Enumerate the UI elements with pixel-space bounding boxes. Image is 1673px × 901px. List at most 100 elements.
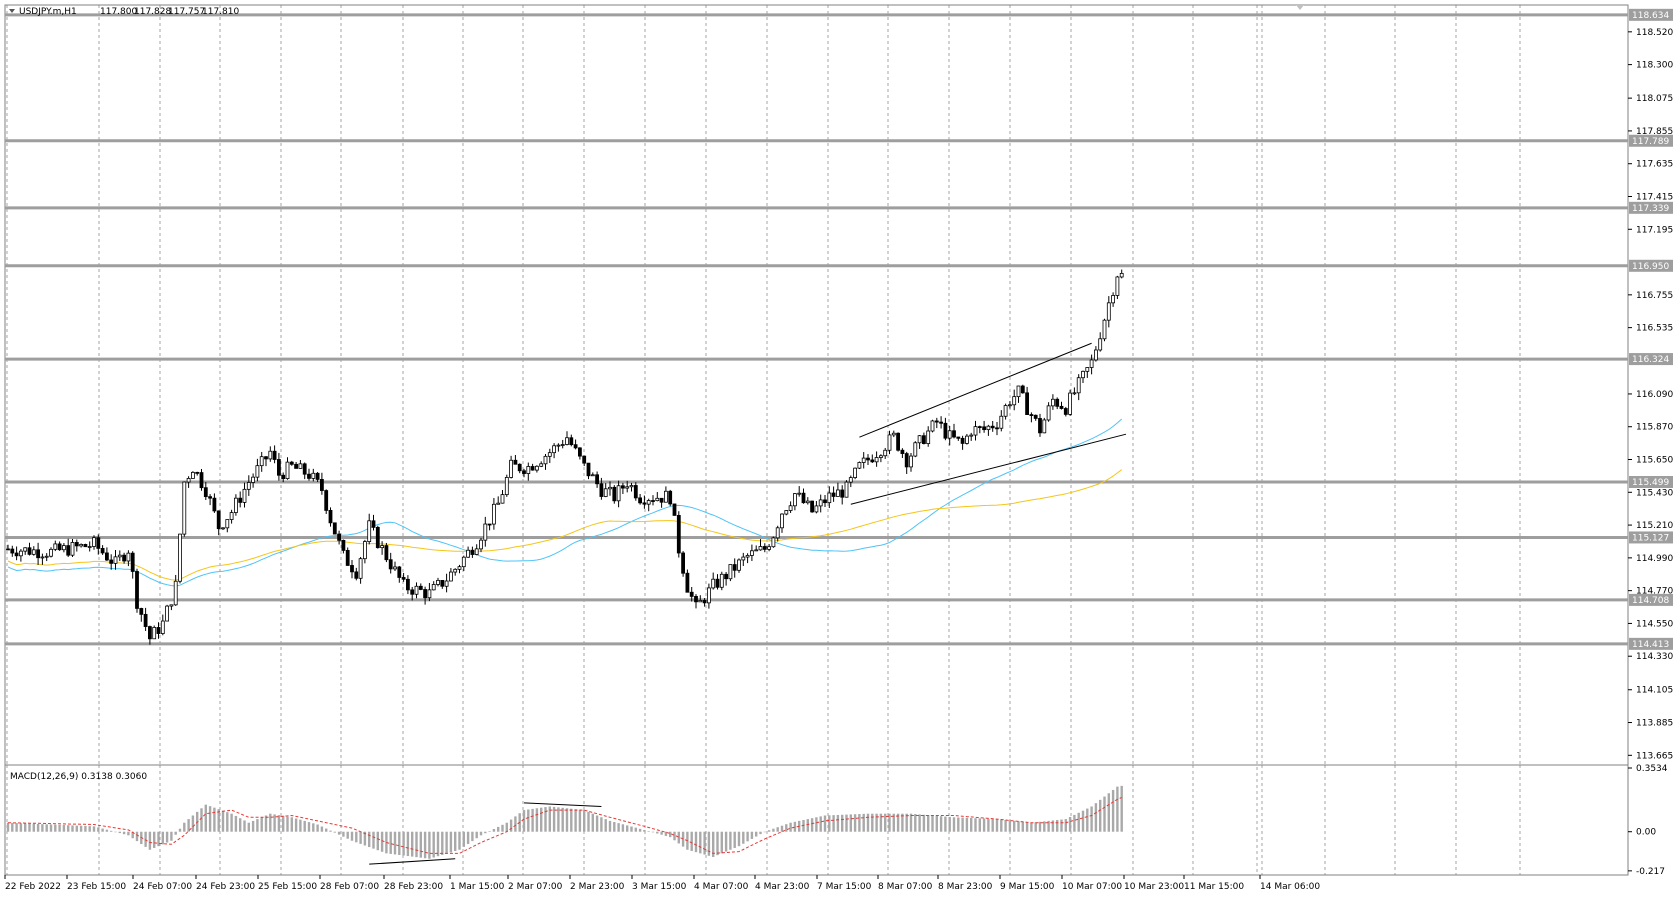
macd-histogram-bar (153, 831, 156, 848)
collapse-triangle-icon[interactable] (9, 9, 15, 13)
candles (6, 269, 1124, 645)
macd-histogram-bar (471, 831, 474, 842)
candle-body (1081, 370, 1085, 379)
candle-body (543, 455, 548, 465)
macd-histogram-bar (638, 828, 642, 832)
candle-body (917, 435, 922, 444)
macd-histogram-bar (217, 809, 220, 832)
macd-histogram-bar (677, 831, 680, 844)
macd-histogram-bar (45, 824, 48, 832)
candle-body (999, 415, 1004, 429)
macd-histogram-bar (174, 831, 177, 835)
candle-body (268, 450, 273, 460)
ohlc-low: 117.757 (168, 7, 205, 17)
macd-histogram-bar (531, 808, 534, 832)
candle-body (40, 556, 45, 559)
macd-histogram-bar (785, 824, 788, 832)
candle-body (711, 578, 716, 589)
level-label: 116.324 (1632, 355, 1669, 365)
candle-body (651, 500, 655, 502)
macd-histogram-bar (325, 828, 328, 832)
macd-histogram-bar (337, 831, 341, 835)
macd-histogram-bar (191, 815, 195, 832)
candle-body (707, 587, 711, 604)
level-label-box (1629, 134, 1673, 147)
level-label-box (1629, 476, 1673, 489)
macd-histogram-bar (441, 831, 444, 855)
shift-marker-icon[interactable] (1296, 5, 1304, 10)
candle-body (113, 556, 118, 564)
macd-histogram-bar (819, 816, 822, 832)
candle-body (436, 579, 440, 585)
macd-histogram-bar (462, 831, 465, 847)
macd-histogram-bar (707, 831, 711, 856)
candle-body (741, 556, 746, 561)
macd-histogram-bar (772, 828, 775, 832)
ohlc-close: 117.810 (202, 7, 239, 17)
time-tick-label: 9 Mar 15:00 (1000, 882, 1055, 892)
macd-histogram-bar (630, 826, 633, 832)
candle-body (573, 444, 578, 449)
candle-body (216, 510, 221, 530)
candle-body (285, 461, 290, 480)
candle-body (689, 591, 694, 597)
candle-body (1115, 276, 1120, 296)
candle-body (79, 544, 83, 547)
candle-body (384, 545, 389, 561)
candle-body (943, 422, 948, 439)
macd-histogram-bar (957, 817, 960, 832)
macd-histogram-bar (832, 815, 835, 832)
candle-body (556, 444, 561, 447)
candle-body (83, 544, 88, 548)
price-tick-label: 115.650 (1636, 456, 1673, 466)
macd-histogram-bar (1120, 785, 1123, 832)
candle-body (676, 515, 681, 554)
candle-body (272, 450, 277, 460)
macd-histogram-bar (41, 824, 44, 832)
candle-body (466, 549, 471, 558)
macd-histogram-bar (208, 806, 212, 832)
macd-histogram-bar (591, 813, 594, 832)
candle-body (698, 600, 703, 603)
candle-body (23, 547, 28, 552)
macd-histogram-bar (363, 831, 367, 846)
macd-histogram-bar (36, 823, 40, 832)
candle-body (750, 550, 754, 556)
macd-histogram-bar (673, 831, 676, 841)
candle-body (405, 578, 410, 591)
candle-body (44, 555, 49, 558)
macd-histogram-bar (230, 813, 233, 832)
time-tick-label: 22 Feb 2022 (5, 882, 61, 892)
macd-histogram-bar (380, 831, 384, 852)
candle-body (504, 477, 509, 496)
candle-body (337, 533, 342, 541)
macd-histogram-bar (419, 831, 422, 858)
macd-histogram-bar (432, 831, 435, 858)
candle-body (307, 473, 311, 479)
candle-body (341, 539, 346, 551)
candle-body (1063, 408, 1068, 415)
price-tick-label: 117.415 (1636, 192, 1673, 202)
candle-body (195, 471, 200, 474)
candle-body (259, 456, 264, 467)
candle-body (986, 425, 991, 431)
candle-body (367, 520, 372, 542)
candle-body (818, 499, 823, 507)
candle-body (612, 486, 617, 502)
level-label-box (1629, 637, 1673, 650)
macd-histogram-bar (608, 820, 612, 832)
macd-histogram-bar (19, 823, 23, 832)
candle-body (1038, 418, 1042, 434)
macd-histogram-bar (32, 823, 35, 832)
macd-histogram-bar (127, 831, 130, 836)
time-tick-label: 11 Mar 15:00 (1184, 882, 1244, 892)
macd-histogram-bar (690, 831, 693, 851)
level-label: 114.708 (1632, 596, 1669, 606)
macd-histogram-bar (28, 823, 31, 832)
macd-histogram-bar (406, 831, 410, 857)
macd-histogram-bar (737, 831, 741, 847)
macd-histogram-bar (54, 824, 57, 832)
candle-body (732, 564, 737, 571)
